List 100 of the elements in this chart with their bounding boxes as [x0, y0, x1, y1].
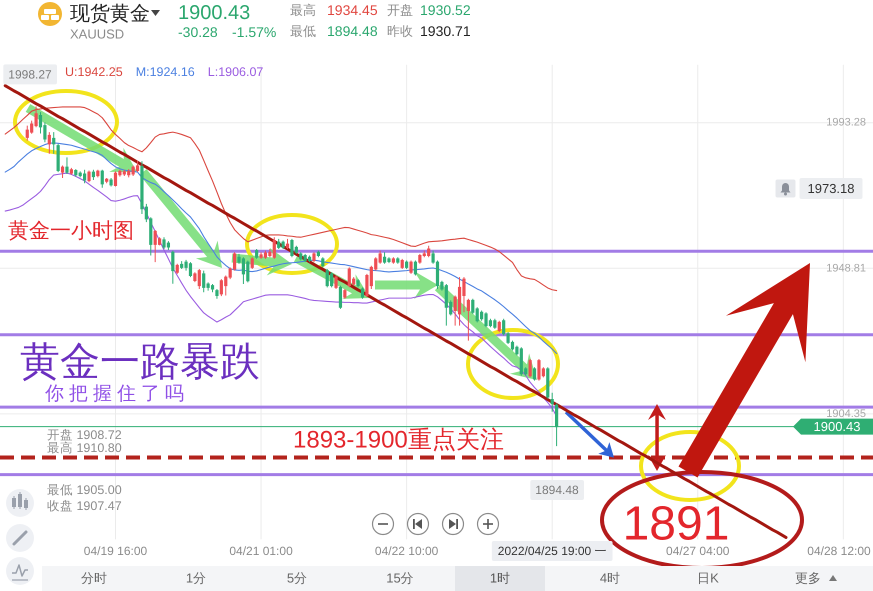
candlestick [166, 240, 170, 250]
candlestick [96, 169, 100, 178]
candlestick [286, 238, 290, 250]
text: 最低 [290, 24, 316, 38]
text: 开盘 [387, 2, 413, 18]
candlestick [202, 270, 206, 293]
candlestick [171, 250, 174, 284]
candlestick [392, 256, 395, 264]
candlestick [387, 256, 391, 264]
text: 日K [697, 570, 720, 586]
y-tick-label: 1904.35 [826, 408, 866, 420]
candlestick [272, 236, 276, 260]
ref-line-label: 1900.43 [814, 419, 860, 434]
x-tick-label: 2022/04/25 19:00 一 [498, 544, 607, 558]
candlestick [100, 169, 104, 188]
candlestick [52, 132, 56, 154]
candlestick [343, 288, 346, 300]
candlestick [70, 167, 73, 176]
text: 1934.45 [327, 2, 378, 18]
annotation: 收盘 1907.47 [47, 499, 122, 513]
candlestick [308, 255, 312, 263]
candlestick [414, 260, 418, 276]
y-tick-label: 1948.81 [826, 262, 866, 274]
candlestick [290, 238, 294, 258]
text: 1930.71 [420, 23, 471, 39]
candlestick [105, 177, 108, 184]
line-series [4, 172, 558, 417]
text: L:1906.07 [208, 65, 264, 79]
candlestick [92, 169, 96, 180]
candlestick [188, 262, 192, 278]
annotation: 1973.18 [808, 181, 854, 196]
text: -30.28 [178, 24, 218, 40]
candlestick [109, 177, 113, 187]
candlestick [198, 268, 201, 290]
text: 5分 [286, 570, 308, 586]
candlestick [162, 236, 166, 250]
x-tick-label: 04/21 01:00 [229, 544, 294, 558]
text: 分时 [81, 570, 107, 586]
candlestick [382, 252, 386, 264]
x-tick-label: 04/28 12:00 [807, 544, 871, 558]
candlestick [400, 258, 404, 270]
annotation: 1894.48 [535, 483, 580, 497]
candlestick [458, 276, 462, 326]
candlestick [176, 263, 179, 274]
chart-subtitle: XAUUSD [70, 26, 124, 42]
candlestick [360, 286, 364, 300]
candlestick [356, 278, 360, 288]
candlestick [136, 160, 140, 173]
text: 1894.48 [327, 23, 378, 39]
annotation: 开盘 1908.72 [47, 428, 122, 442]
text: U:1942.25 [65, 65, 123, 79]
candlestick [532, 366, 536, 382]
candlestick [316, 250, 320, 258]
text: 1时 [490, 570, 510, 586]
annotation: 最高 1910.80 [47, 440, 122, 455]
candlestick [537, 358, 541, 382]
candlestick [493, 318, 496, 330]
candlestick [277, 238, 280, 250]
candlestick [338, 285, 342, 310]
candlestick [326, 268, 329, 288]
text: 昨收 [387, 24, 413, 38]
annotation: 1998.27 [8, 67, 52, 82]
candlestick [65, 156, 69, 175]
candlestick [215, 288, 219, 300]
text: M:1924.16 [136, 65, 195, 79]
candlestick [409, 260, 413, 274]
candlestick [396, 256, 400, 264]
candlestick [498, 320, 501, 333]
annotation: 黄金一路暴跌 [20, 340, 260, 384]
candlestick [312, 252, 316, 263]
candlestick [466, 298, 470, 342]
line-series [4, 106, 558, 292]
annotation: 你把握住了吗 [44, 384, 189, 404]
annotation: 1893-1900重点关注 [293, 426, 504, 454]
text: 4时 [600, 570, 620, 586]
text: -1.57% [232, 24, 276, 40]
chart-title: 现货黄金 [70, 3, 150, 25]
text: 1930.52 [420, 2, 471, 18]
candlestick [210, 284, 214, 293]
text: 15分 [386, 570, 414, 586]
candlestick [405, 260, 408, 270]
y-tick-label: 1993.28 [826, 116, 866, 129]
candlestick [264, 250, 268, 260]
candlestick [154, 230, 157, 263]
candlestick [56, 143, 60, 173]
candlestick [48, 132, 51, 154]
candlestick [259, 252, 263, 260]
line-series [4, 84, 788, 539]
candlestick [550, 392, 554, 412]
candlestick [546, 366, 550, 400]
candlestick [242, 256, 246, 285]
candlestick [528, 358, 532, 378]
x-tick-label: 04/22 10:00 [374, 544, 439, 558]
candlestick [255, 248, 258, 260]
candlestick [246, 260, 250, 283]
candlestick [484, 312, 488, 328]
text: 1分 [186, 570, 206, 586]
text: 最高 [290, 2, 316, 18]
candlestick [180, 260, 184, 270]
text: 1900.43 [178, 2, 250, 24]
